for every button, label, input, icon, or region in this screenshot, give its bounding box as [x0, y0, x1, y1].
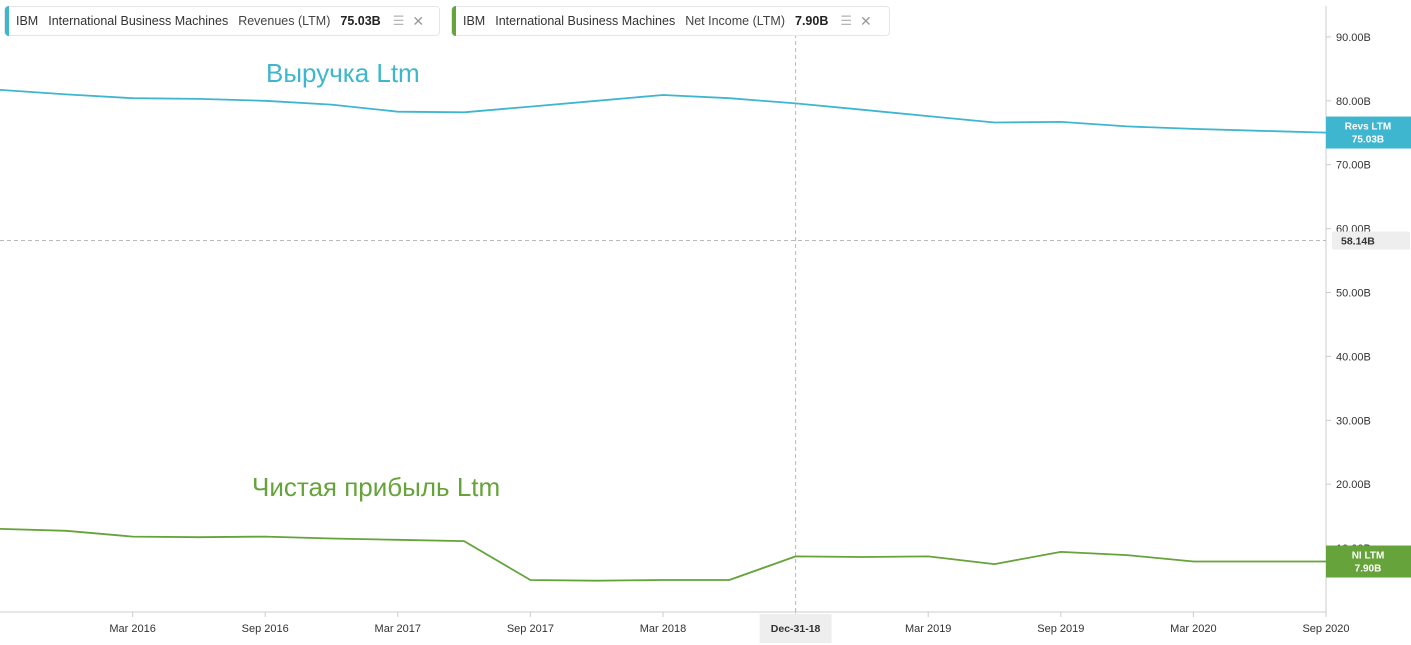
stack-icon[interactable]: ☰ — [840, 13, 853, 28]
crosshair-x-box — [759, 614, 832, 643]
legend-company: International Business Machines — [495, 14, 676, 28]
x-tick-label: Sep 2016 — [242, 623, 289, 635]
x-tick-label: Mar 2020 — [1170, 623, 1216, 635]
y-axis: 10.00B20.00B30.00B40.00B50.00B60.00B70.0… — [1325, 6, 1371, 612]
y-tick-label: 40.00B — [1336, 351, 1371, 363]
legend-color-bar — [5, 6, 9, 36]
legend-metric: Net Income (LTM) — [685, 14, 785, 28]
legend-ticker: IBM — [16, 14, 39, 28]
legend-ticker: IBM — [463, 14, 486, 28]
x-tick-label: Sep 2020 — [1302, 623, 1349, 635]
crosshair: 58.14B Dec-31-18 — [0, 6, 1410, 643]
y-tick-label: 30.00B — [1336, 415, 1371, 427]
annotation-net-income: Чистая прибыль Ltm — [252, 472, 501, 502]
y-tick-label: 50.00B — [1336, 288, 1371, 300]
legend-revenue[interactable]: IBM International Business Machines Reve… — [4, 6, 440, 36]
end-badge — [1326, 116, 1411, 149]
close-icon[interactable]: ✕ — [412, 12, 425, 29]
legend-company: International Business Machines — [48, 14, 229, 28]
legend-color-bar — [452, 6, 456, 36]
y-tick-label: 90.00B — [1336, 32, 1371, 44]
end-badge-label: Revs LTM — [1345, 122, 1392, 133]
x-tick-label: Mar 2019 — [905, 623, 951, 635]
y-tick-label: 20.00B — [1336, 479, 1371, 491]
series-line-revenue — [0, 89, 1327, 134]
x-tick-label: Mar 2016 — [109, 623, 155, 635]
x-tick-label: Mar 2018 — [640, 623, 686, 635]
legend-metric: Revenues (LTM) — [238, 14, 331, 28]
crosshair-x-label: Dec-31-18 — [771, 623, 821, 635]
end-badge-value: 7.90B — [1355, 564, 1382, 575]
series-layer — [0, 89, 1327, 582]
x-tick-label: Sep 2017 — [507, 623, 554, 635]
legend-net-income[interactable]: IBM International Business Machines Net … — [451, 6, 890, 36]
y-tick-label: 70.00B — [1336, 160, 1371, 172]
legend-value: 75.03B — [340, 14, 381, 28]
series-line-net-income — [0, 528, 1326, 582]
end-badge-label: NI LTM — [1352, 551, 1385, 562]
stack-icon[interactable]: ☰ — [392, 13, 405, 28]
x-tick-label: Sep 2019 — [1037, 623, 1084, 635]
end-badge-value: 75.03B — [1352, 135, 1384, 146]
crosshair-y-box — [1332, 231, 1410, 250]
x-tick-label: Mar 2017 — [375, 623, 421, 635]
close-icon[interactable]: ✕ — [860, 12, 872, 29]
legend-value: 7.90B — [795, 14, 829, 28]
annotation-revenue: Выручка Ltm — [266, 58, 420, 88]
x-axis: Mar 2016 Sep 2016 Mar 2017 Sep 2017 Mar 2018… — [0, 611, 1350, 635]
end-value-badges: Revs LTM 75.03B NI LTM 7.90B — [1326, 116, 1411, 578]
crosshair-y-label: 58.14B — [1341, 235, 1375, 247]
y-tick-label: 80.00B — [1336, 96, 1371, 108]
end-badge — [1326, 545, 1411, 578]
